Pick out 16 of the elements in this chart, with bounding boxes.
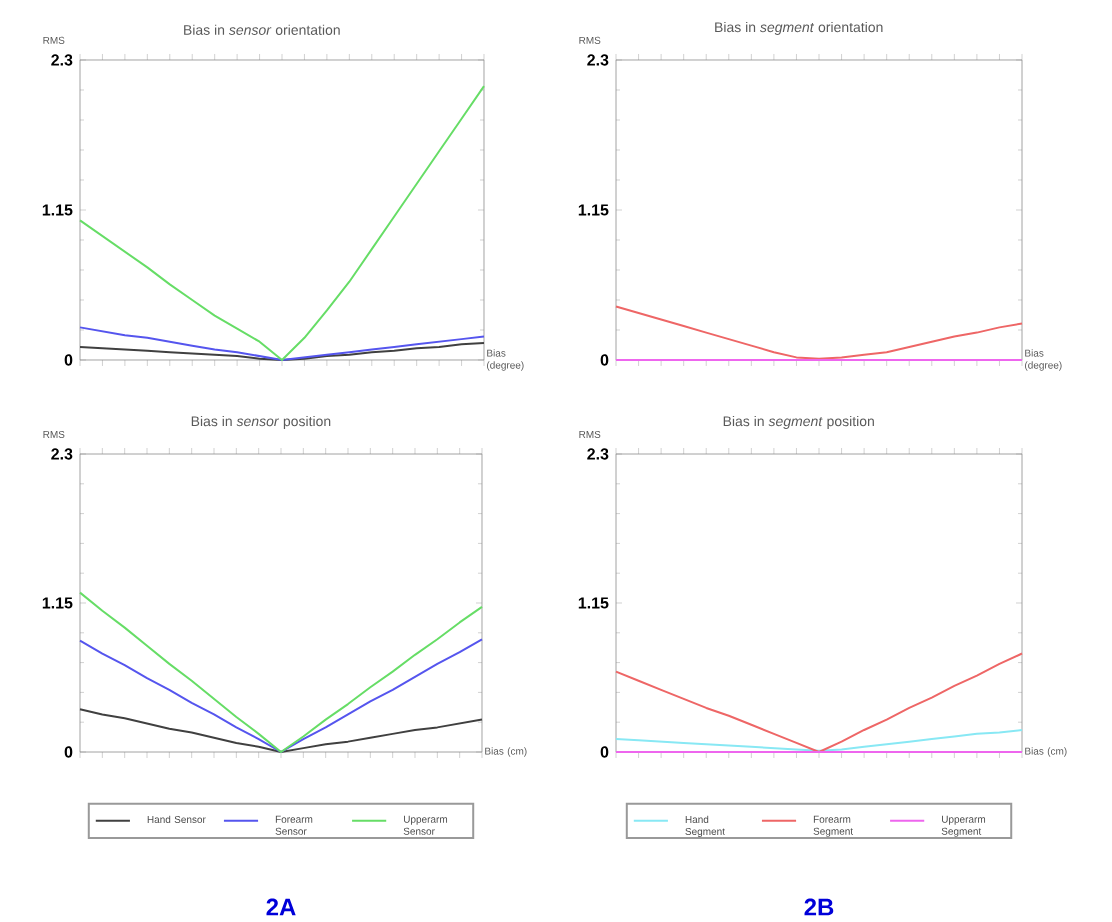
y-tick-label: 2.3 xyxy=(587,448,609,460)
line-series xyxy=(615,652,1024,753)
y-tick-label: 2.3 xyxy=(51,448,73,460)
text: 2B xyxy=(804,898,834,916)
y-tick-label: 1.15 xyxy=(42,204,73,216)
y-tick-label: 0 xyxy=(600,354,609,366)
line-series xyxy=(615,305,1024,360)
y-tick-label: 0 xyxy=(600,746,609,758)
y-tick-label: 2.3 xyxy=(587,54,609,66)
y-tick-label: 0 xyxy=(64,746,73,758)
y-tick-label: 0 xyxy=(64,354,73,366)
y-tick-label: 1.15 xyxy=(578,597,609,609)
text: 2A xyxy=(266,898,296,916)
y-tick-label: 2.3 xyxy=(51,54,73,66)
y-tick-label: 1.15 xyxy=(42,597,73,609)
y-tick-label: 1.15 xyxy=(578,204,609,216)
